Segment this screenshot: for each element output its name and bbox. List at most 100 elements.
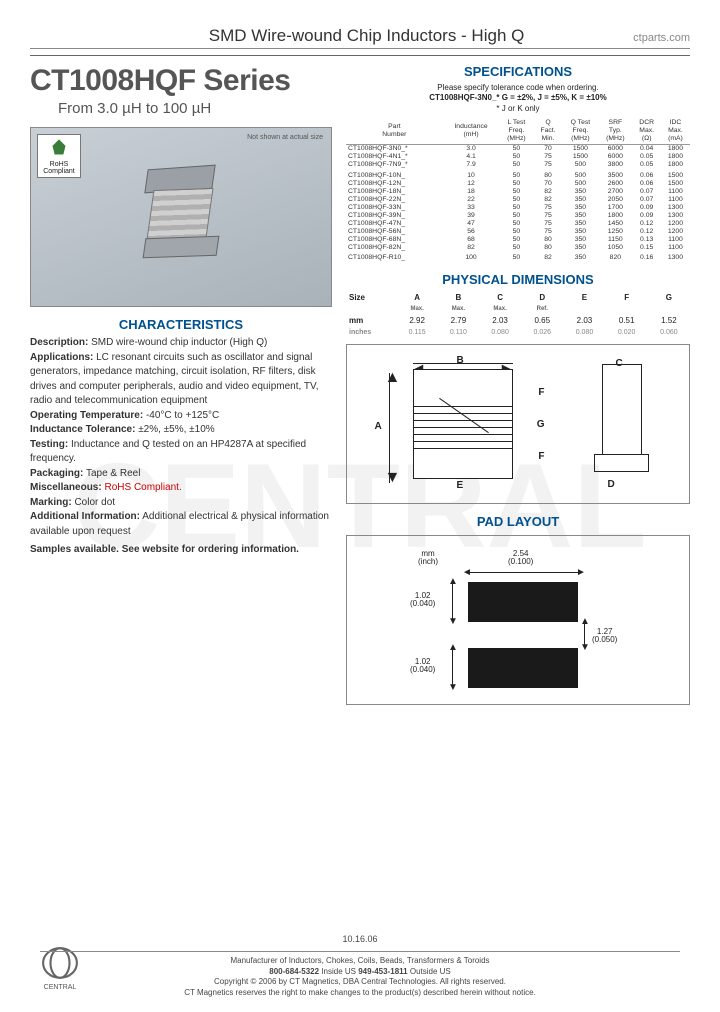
dim-cell: Max. (479, 304, 521, 314)
dim-cell: 0.115 (397, 327, 438, 338)
product-image: RoHS Compliant Not shown at actual size (30, 127, 332, 307)
pack-label: Packaging: (30, 468, 83, 479)
spec-col: PartNumber (346, 118, 443, 144)
series-title: CT1008HQF Series (30, 64, 332, 98)
dim-cell: C (479, 291, 521, 304)
dim-D: D (608, 479, 615, 490)
spec-row: CT1008HQF-3N0_*3.05070150060000.041800 (346, 144, 690, 153)
tol-text: ±2%, ±5%, ±10% (138, 424, 215, 435)
dim-cell: 0.51 (606, 314, 648, 327)
spec-col: IDCMax.(mA) (661, 118, 690, 144)
dim-cell: 0.060 (648, 327, 690, 338)
spec-row: CT1008HQF-47N_47507535014500.121200 (346, 219, 690, 227)
test-label: Testing: (30, 439, 68, 450)
spec-col: L TestFreq.(MHz) (499, 118, 533, 144)
dim-cell: D (521, 291, 563, 304)
dim-cell (648, 304, 690, 314)
dim-cell: 0.080 (563, 327, 605, 338)
dim-cell: 2.92 (397, 314, 438, 327)
spec-row: CT1008HQF-4N1_*4.15075150060000.051800 (346, 153, 690, 161)
characteristics-body: Description: SMD wire-wound chip inducto… (30, 336, 332, 558)
samples-text: Samples available. See website for order… (30, 544, 299, 555)
specs-table: PartNumberInductance(mH)L TestFreq.(MHz)… (346, 118, 690, 261)
spec-row: CT1008HQF-68N_68508035011500.131100 (346, 235, 690, 243)
doc-title: SMD Wire-wound Chip Inductors - High Q (100, 26, 633, 46)
pad-gap: 1.27 (0.050) (592, 628, 617, 646)
temp-label: Operating Temperature: (30, 410, 143, 421)
specs-note: Please specify tolerance code when order… (346, 83, 690, 114)
app-label: Applications: (30, 352, 93, 363)
footer-line1: Manufacturer of Inductors, Chokes, Coils… (0, 956, 720, 966)
header-bar: SMD Wire-wound Chip Inductors - High Q c… (30, 26, 690, 49)
spec-note1: Please specify tolerance code when order… (346, 83, 690, 93)
dim-cell: mm (346, 314, 397, 327)
chip-illustration (136, 167, 226, 267)
not-shown-label: Not shown at actual size (247, 134, 323, 141)
misc-label: Miscellaneous: (30, 482, 102, 493)
rohs-badge: RoHS Compliant (37, 134, 81, 178)
dim-cell: 0.110 (438, 327, 479, 338)
footer-phone1: 800-684-5322 (269, 967, 319, 976)
footer-loc2: Outside US (410, 967, 451, 976)
desc-label: Description: (30, 337, 88, 348)
mark-text: Color dot (74, 497, 115, 508)
tol-label: Inductance Tolerance: (30, 424, 135, 435)
dim-B: B (457, 355, 464, 366)
spec-row: CT1008HQF-56N_56507535012500.121200 (346, 227, 690, 235)
dim-cell: Ref. (521, 304, 563, 314)
spec-row: CT1008HQF-82N_82508035010500.151100 (346, 243, 690, 251)
dim-cell: 0.65 (521, 314, 563, 327)
spec-col: QFact.Min. (534, 118, 563, 144)
characteristics-heading: CHARACTERISTICS (30, 317, 332, 332)
dim-cell: 0.080 (479, 327, 521, 338)
dim-cell (563, 304, 605, 314)
test-text: Inductance and Q tested on an HP4287A at… (30, 439, 306, 465)
dim-cell: G (648, 291, 690, 304)
spec-row: CT1008HQF-33N_33507535017000.091300 (346, 203, 690, 211)
spec-row: CT1008HQF-12N_12507050026000.061500 (346, 179, 690, 187)
spec-row: CT1008HQF-22N_22508235020500.071100 (346, 195, 690, 203)
dim-E: E (457, 480, 464, 491)
spec-row: CT1008HQF-7N9_*7.9507550038000.051800 (346, 161, 690, 169)
dim-cell: inches (346, 327, 397, 338)
spec-col: Inductance(mH) (443, 118, 500, 144)
dim-C: C (616, 358, 623, 369)
dim-cell: 2.03 (479, 314, 521, 327)
pack-text: Tape & Reel (86, 468, 140, 479)
dim-cell: 2.79 (438, 314, 479, 327)
pad-bottom (468, 648, 578, 688)
temp-text: -40°C to +125°C (146, 410, 219, 421)
dim-cell: A (397, 291, 438, 304)
spec-note3: * J or K only (346, 104, 690, 114)
dimensions-heading: PHYSICAL DIMENSIONS (346, 272, 690, 287)
spec-row: CT1008HQF-10N_10508050035000.061500 (346, 169, 690, 180)
pad-h1: 1.02 (0.040) (410, 592, 435, 610)
spec-row: CT1008HQF-R10_10050823508200.161300 (346, 251, 690, 262)
pad-heading: PAD LAYOUT (346, 514, 690, 529)
dim-G: G (537, 419, 545, 430)
dim-cell: 1.52 (648, 314, 690, 327)
spec-col: SRFTyp.(MHz) (598, 118, 632, 144)
footer-date: 10.16.06 (0, 934, 720, 946)
spec-note2: CT1008HQF-3N0_* G = ±2%, J = ±5%, K = ±1… (429, 93, 606, 102)
page-footer: 10.16.06 Manufacturer of Inductors, Chok… (0, 934, 720, 998)
footer-disclaimer: CT Magnetics reserves the right to make … (0, 988, 720, 998)
dimension-diagram: B ◄ ► A ▲ ▼ E F G F (346, 344, 690, 504)
pad-width: 2.54 (0.100) (508, 550, 533, 568)
spec-col: DCRMax.(Ω) (632, 118, 660, 144)
dim-cell: E (563, 291, 605, 304)
mark-label: Marking: (30, 497, 72, 508)
spec-row: CT1008HQF-18N_18508235027000.071100 (346, 187, 690, 195)
dim-cell: Max. (397, 304, 438, 314)
dim-cell (606, 304, 648, 314)
pad-unit: mm (inch) (418, 550, 438, 568)
footer-loc1: Inside US (321, 967, 358, 976)
pad-top (468, 582, 578, 622)
range-subtitle: From 3.0 µH to 100 µH (58, 100, 332, 117)
spec-col: Q TestFreq.(MHz) (563, 118, 599, 144)
dim-F: F (538, 387, 544, 398)
footer-phone2: 949-453-1811 (358, 967, 407, 976)
pad-h2: 1.02 (0.040) (410, 658, 435, 676)
footer-copyright: Copyright © 2006 by CT Magnetics, DBA Ce… (0, 977, 720, 987)
dim-cell (346, 304, 397, 314)
